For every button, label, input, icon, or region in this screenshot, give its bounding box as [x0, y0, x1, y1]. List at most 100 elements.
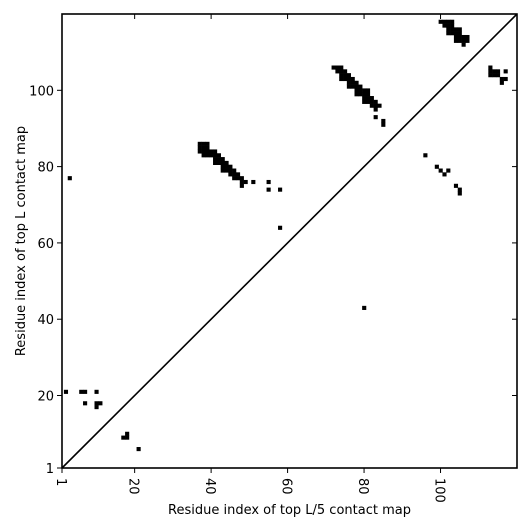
contact-cell-top-l5 [446, 31, 451, 36]
contact-cell-top-l [98, 401, 103, 406]
contact-cell-top-l5 [339, 73, 344, 78]
contact-cell-top-l5 [438, 19, 443, 24]
contact-cell-top-l5 [461, 38, 466, 43]
diagonal-line [61, 13, 518, 469]
contact-cell-top-l5 [350, 84, 355, 89]
contact-cell-top-l [278, 225, 283, 230]
contact-cell-top-l5 [369, 96, 374, 101]
contact-cell-top-l5 [446, 19, 451, 24]
contact-cell-top-l [232, 176, 237, 181]
contact-cell-top-l5 [499, 76, 504, 82]
contact-cell-top-l5 [343, 76, 348, 82]
contact-cell-top-l [251, 179, 256, 185]
plot-frame [61, 13, 518, 469]
contact-cell-top-l [239, 183, 244, 188]
contact-cell-top-l5 [446, 23, 451, 28]
contact-cell-top-l [457, 191, 462, 196]
contact-cell-top-l [232, 172, 237, 177]
x-tick-label: 80 [355, 478, 370, 495]
contact-marks [63, 19, 508, 452]
contact-cell-top-l5 [373, 103, 378, 108]
contact-cell-top-l5 [381, 118, 386, 124]
contact-cell-top-l5 [365, 99, 371, 104]
contact-cell-top-l [67, 176, 72, 181]
contact-cell-top-l [205, 145, 210, 150]
contact-cell-top-l [94, 401, 99, 406]
contact-cell-top-l5 [492, 73, 497, 78]
y-tick-label: 80 [37, 161, 54, 176]
contact-cell-top-l5 [354, 92, 359, 97]
x-axis-label: Residue index of top L/5 contact map [168, 503, 411, 518]
contact-cell-top-l [362, 305, 367, 310]
contact-cell-top-l [266, 179, 271, 185]
contact-cell-top-l5 [373, 99, 378, 104]
contact-cell-top-l [213, 149, 218, 154]
contact-cell-top-l [438, 168, 443, 173]
contact-cell-top-l5 [453, 31, 459, 36]
contact-cell-top-l [228, 172, 233, 177]
contact-cell-top-l5 [450, 23, 455, 28]
contact-cell-top-l5 [461, 42, 466, 47]
contact-cell-top-l [278, 187, 283, 192]
contact-cell-top-l5 [335, 65, 340, 70]
contact-cell-top-l5 [457, 38, 462, 43]
contact-cell-top-l5 [503, 69, 508, 74]
contact-cell-top-l [220, 164, 225, 169]
contact-cell-top-l5 [358, 88, 363, 93]
contact-cell-top-l [209, 149, 214, 154]
contact-cell-top-l5 [373, 115, 378, 120]
contact-cell-top-l [235, 176, 241, 181]
contact-cell-top-l5 [339, 65, 344, 70]
contact-cell-top-l5 [453, 38, 459, 43]
contact-cell-top-l [201, 153, 206, 158]
contact-cell-top-l [224, 160, 229, 165]
contact-cell-top-l5 [450, 31, 455, 36]
contact-cell-top-l5 [343, 69, 348, 74]
contact-cell-top-l [94, 389, 99, 394]
contact-cell-top-l5 [346, 73, 351, 78]
y-tick-label: 100 [29, 84, 54, 99]
contact-cell-top-l5 [362, 88, 367, 93]
contact-cell-top-l5 [377, 103, 382, 108]
contact-cell-top-l5 [354, 88, 359, 93]
contact-cell-top-l5 [465, 34, 470, 40]
contact-cell-top-l [266, 187, 271, 192]
contact-cell-top-l [197, 145, 202, 150]
y-axis-label: Residue index of top L contact map [14, 126, 29, 356]
contact-cell-top-l [442, 172, 447, 177]
contact-cell-top-l [216, 157, 221, 162]
contact-cell-top-l [79, 389, 84, 394]
x-tick-label: 40 [202, 478, 217, 495]
contact-cell-top-l5 [453, 27, 459, 32]
contact-cell-top-l [205, 153, 210, 158]
contact-cell-top-l [197, 141, 202, 146]
contact-cell-top-l5 [358, 84, 363, 89]
y-axis: 1 20 40 60 80 100 [29, 84, 517, 477]
contact-cell-top-l5 [495, 73, 501, 78]
contact-cell-top-l5 [331, 65, 336, 70]
contact-cell-top-l [423, 153, 428, 158]
contact-cell-top-l5 [350, 76, 355, 82]
contact-cell-top-l [209, 153, 214, 158]
contact-cell-top-l [83, 389, 88, 394]
y-tick-label: 1 [46, 462, 54, 477]
contact-cell-top-l [213, 153, 218, 158]
x-tick-label: 1 [53, 478, 68, 486]
contact-cell-top-l5 [488, 73, 493, 78]
contact-cell-top-l [243, 179, 248, 185]
y-tick-label: 40 [37, 313, 54, 328]
contact-cell-top-l [216, 153, 221, 158]
contact-cell-top-l [201, 149, 206, 154]
contact-cell-top-l5 [488, 65, 493, 70]
contact-cell-top-l5 [350, 80, 355, 85]
contact-cell-top-l [136, 447, 141, 452]
contact-cell-top-l5 [488, 69, 493, 74]
contact-cell-top-l5 [442, 19, 447, 24]
contact-cell-top-l [446, 168, 451, 173]
y-tick-label: 60 [37, 237, 54, 252]
contact-cell-top-l5 [365, 96, 371, 101]
contact-cell-top-l [239, 179, 244, 185]
contact-cell-top-l5 [503, 76, 508, 82]
contact-cell-top-l5 [346, 76, 351, 82]
